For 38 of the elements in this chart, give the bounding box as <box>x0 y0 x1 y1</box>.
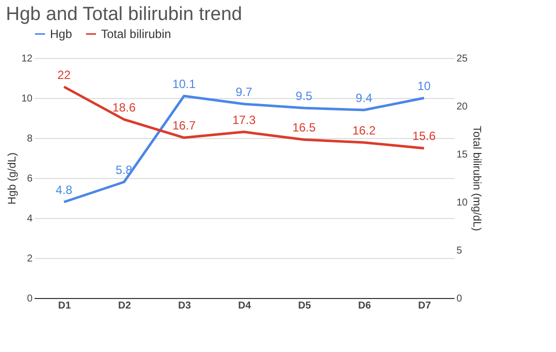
y2-tick-label: 10 <box>456 198 468 208</box>
y2-tick-label: 20 <box>456 102 468 112</box>
data-label: 10.1 <box>172 77 196 91</box>
chart-title: Hgb and Total bilirubin trend <box>6 4 242 25</box>
data-label: 15.6 <box>412 129 436 144</box>
data-label: 9.5 <box>296 89 313 103</box>
y-tick-label: 2 <box>26 254 33 264</box>
y-tick-label: 4 <box>26 214 33 224</box>
legend-label: Hgb <box>50 27 72 41</box>
data-label: 4.8 <box>56 183 73 197</box>
y2-axis-title: Total bilirubin (mg/dL) <box>470 126 483 232</box>
y-axis-title: Hgb (g/dL) <box>6 152 18 204</box>
data-label: 18.6 <box>112 100 136 114</box>
y-tick-label: 8 <box>26 134 33 144</box>
y2-tick-label: 0 <box>456 294 462 304</box>
data-label: 10 <box>417 79 431 93</box>
data-label: 22 <box>57 68 71 82</box>
legend-label: Total bilirubin <box>101 27 172 41</box>
x-tick-label: D3 <box>178 300 192 312</box>
data-label: 9.7 <box>236 85 253 99</box>
data-label: 9.4 <box>356 91 373 105</box>
data-label: 16.2 <box>352 123 376 138</box>
data-label: 16.5 <box>292 120 316 135</box>
x-tick-label: D6 <box>358 300 372 312</box>
x-tick-label: D1 <box>58 300 72 312</box>
y-tick-label: 0 <box>26 294 33 304</box>
x-tick-label: D4 <box>238 300 252 312</box>
x-tick-label: D7 <box>418 300 432 312</box>
y2-tick-label: 15 <box>456 150 468 160</box>
data-label: 17.3 <box>232 112 256 127</box>
y-tick-label: 6 <box>26 174 33 184</box>
x-tick-label: D2 <box>118 300 132 312</box>
y-tick-label: 12 <box>21 54 33 64</box>
y2-tick-label: 5 <box>456 246 462 256</box>
y2-tick-label: 25 <box>456 54 468 64</box>
y-tick-label: 10 <box>21 94 33 104</box>
x-tick-label: D5 <box>298 300 312 312</box>
data-label: 16.7 <box>172 118 196 133</box>
